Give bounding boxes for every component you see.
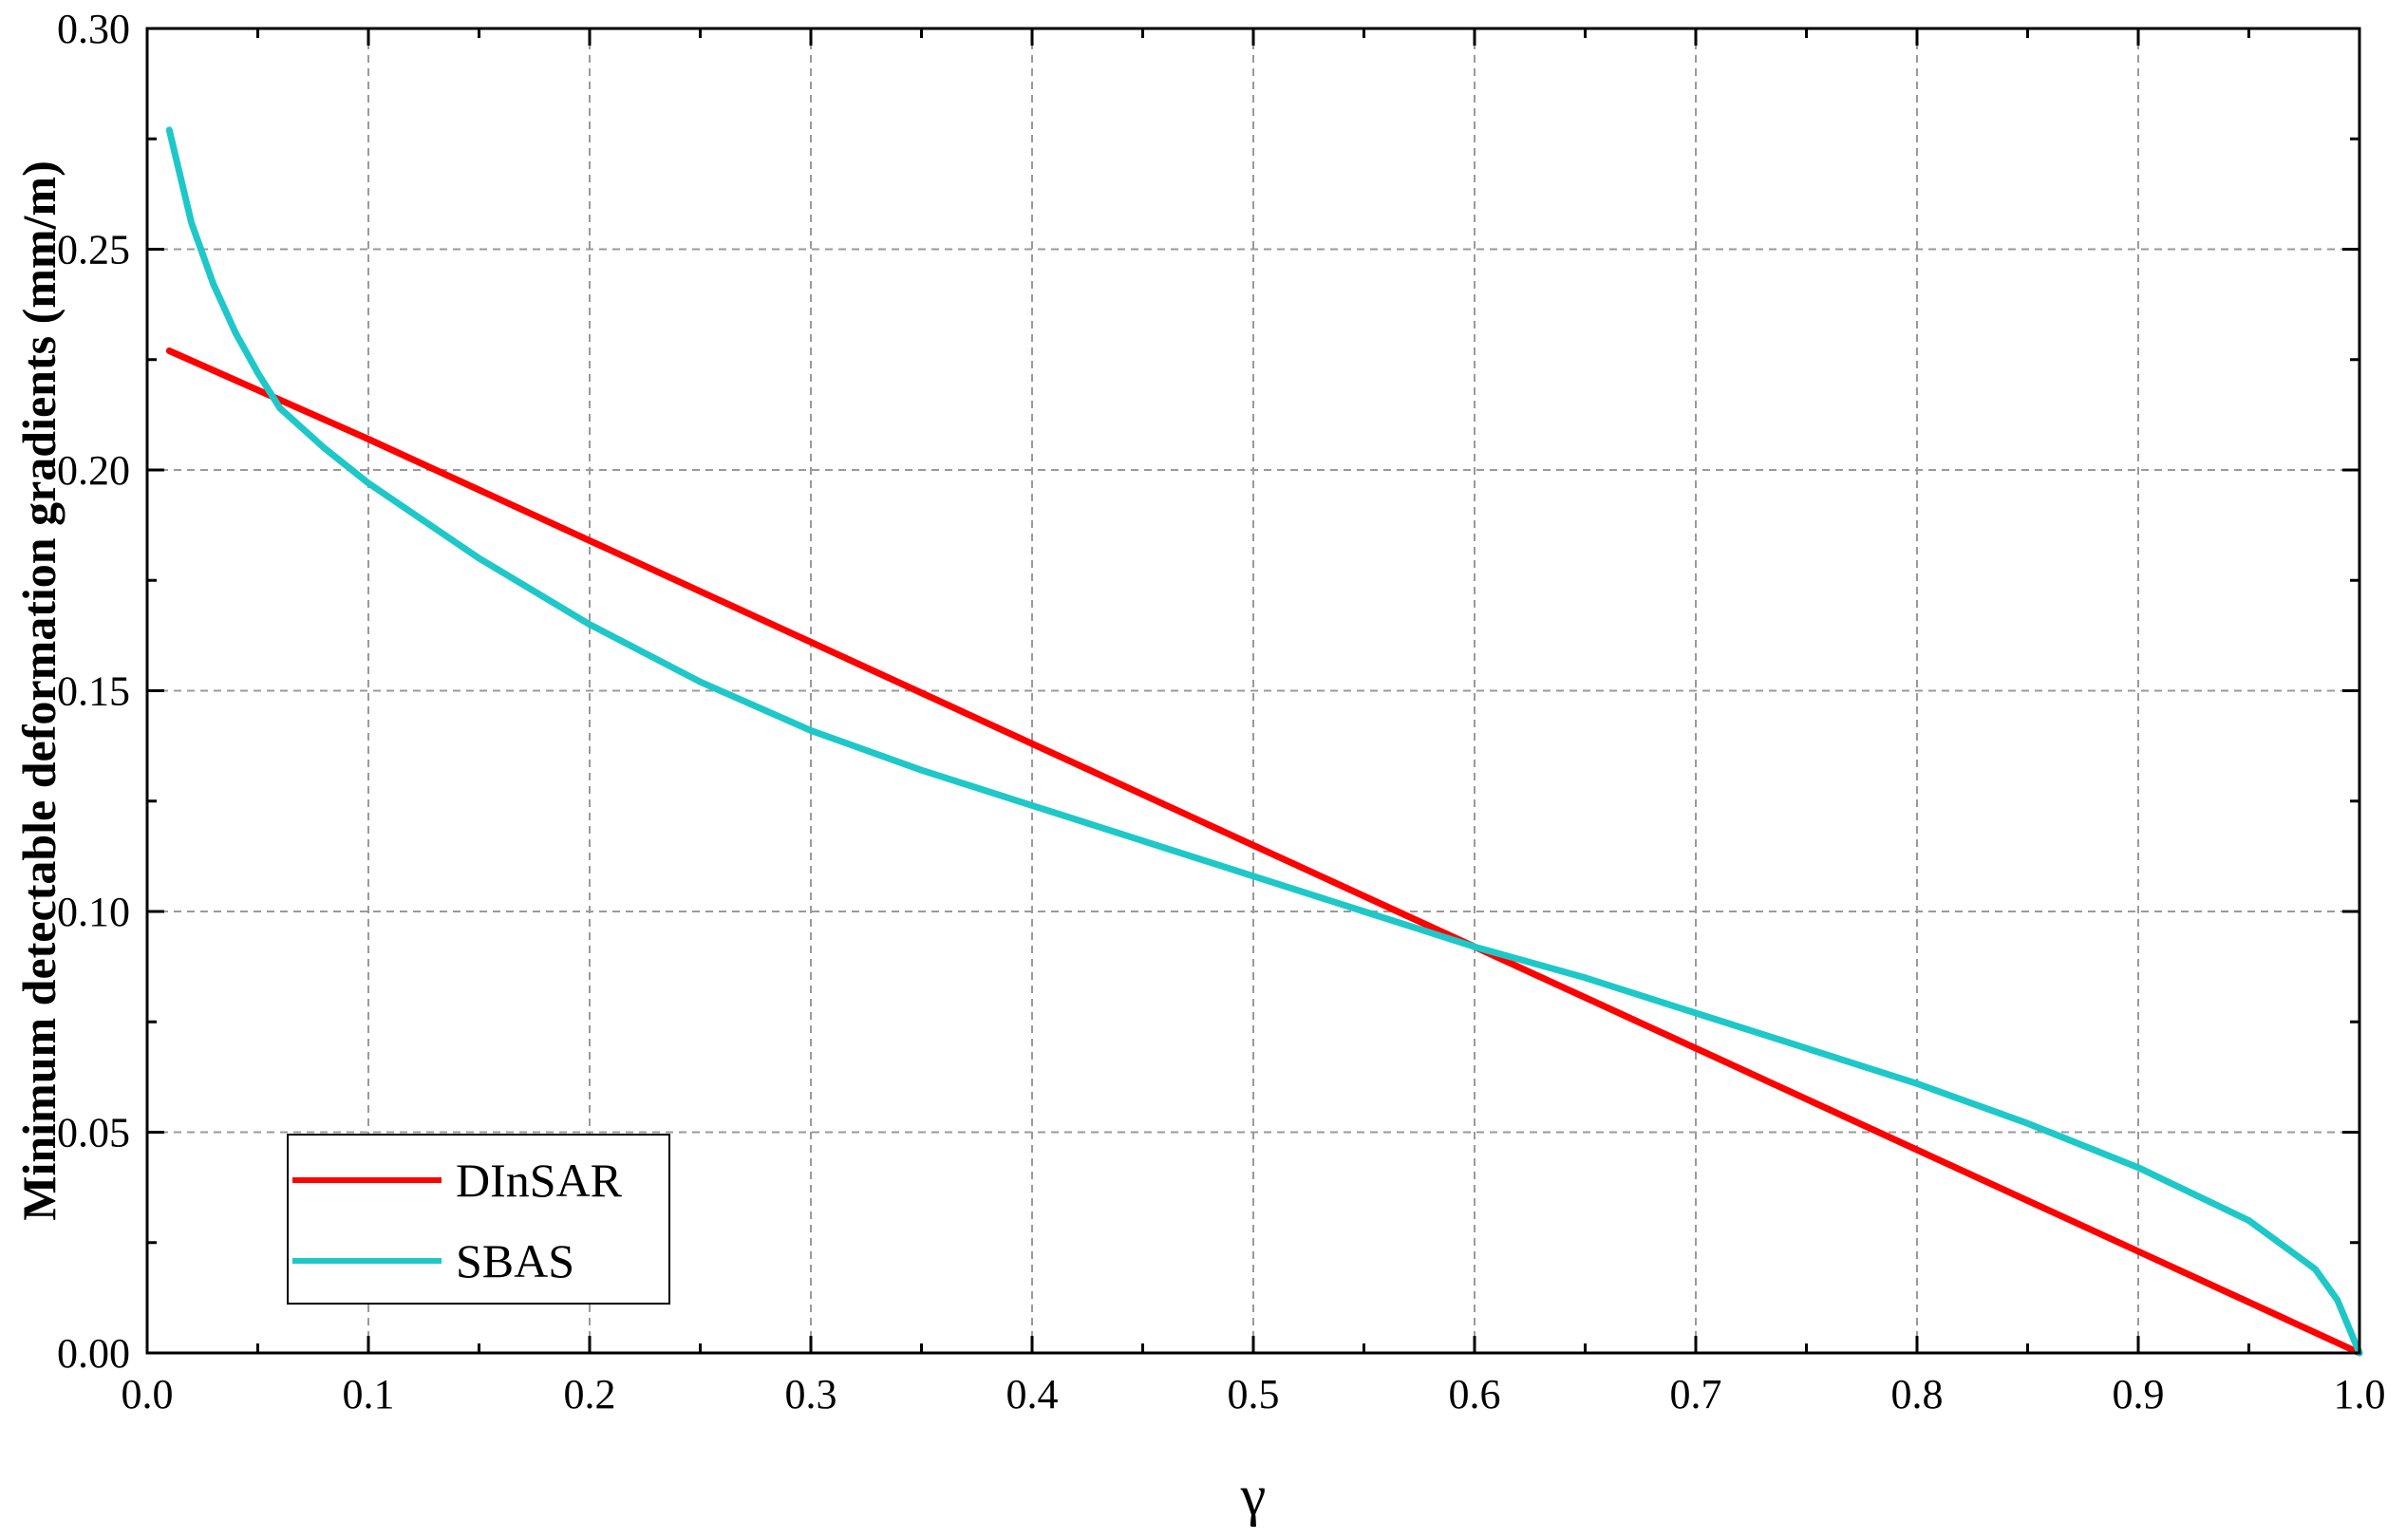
x-tick-label: 1.0: [2334, 1371, 2386, 1418]
x-tick-label: 0.2: [564, 1371, 616, 1418]
x-tick-label: 0.3: [785, 1371, 837, 1418]
series-line-dinsar: [165, 347, 2363, 1357]
x-tick-label: 0.6: [1449, 1371, 1501, 1418]
y-tick-label: 0.00: [57, 1330, 130, 1377]
legend: DInSAR SBAS: [287, 1134, 670, 1305]
grid: [147, 28, 2359, 1353]
series-lines: [165, 126, 2363, 1357]
y-tick-label: 0.15: [57, 668, 130, 715]
x-tick-label: 0.1: [343, 1371, 395, 1418]
x-tick-label: 0.9: [2113, 1371, 2165, 1418]
y-tick-label: 0.10: [57, 889, 130, 935]
y-axis-title: Minimum detectable deformation gradients…: [12, 160, 66, 1220]
y-tick-label: 0.25: [57, 227, 130, 273]
y-tick-label: 0.30: [57, 6, 130, 52]
legend-box: [287, 1134, 670, 1305]
x-tick-label: 0.8: [1891, 1371, 1944, 1418]
x-tick-label: 0.4: [1006, 1371, 1059, 1418]
y-tick-label: 0.20: [57, 447, 130, 494]
x-tick-label: 0.0: [122, 1371, 174, 1418]
x-tick-label: 0.7: [1670, 1371, 1722, 1418]
x-axis-tick-labels: 0.0 0.1 0.2 0.3 0.4 0.5 0.6 0.7 0.8 0.9 1.0: [122, 1371, 2386, 1418]
x-tick-label: 0.5: [1228, 1371, 1280, 1418]
legend-label-sbas: SBAS: [456, 1234, 574, 1287]
legend-label-dinsar: DInSAR: [456, 1154, 623, 1207]
series-line-sbas: [165, 126, 2363, 1357]
axis-ticks: [145, 27, 2361, 1355]
y-axis-tick-labels: 0.00 0.05 0.10 0.15 0.20 0.25 0.30: [57, 6, 130, 1377]
y-tick-label: 0.05: [57, 1110, 130, 1156]
x-axis-title: γ: [1240, 1464, 1267, 1527]
